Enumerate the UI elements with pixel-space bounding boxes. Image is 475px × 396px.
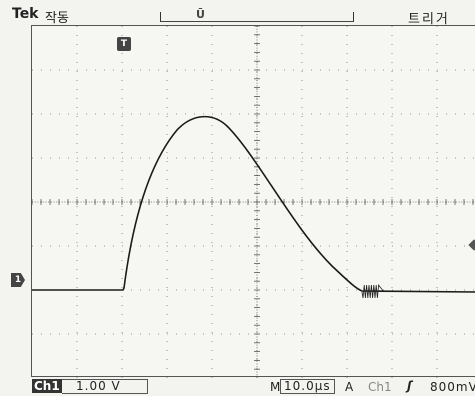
trigger-source-readout[interactable]: Ch1 — [368, 380, 392, 394]
ch1-waveform-trace — [32, 115, 475, 293]
graticule-grid — [32, 26, 475, 378]
rising-edge-icon: ʃ — [407, 379, 412, 393]
trigger-position-marker[interactable]: T — [117, 37, 131, 51]
timebase-label: M — [270, 380, 282, 394]
trigger-mode-label: A — [345, 380, 354, 394]
record-position-marker: Ū — [196, 8, 205, 21]
time-per-div-readout[interactable]: 10.0μs — [280, 379, 335, 394]
acquisition-mode-label: 작동 — [45, 11, 69, 26]
volts-per-div-readout[interactable]: 1.00 V — [62, 379, 148, 394]
channel-indicator[interactable]: Ch1 — [32, 379, 62, 393]
trigger-level-readout[interactable]: 800mV — [430, 380, 475, 394]
record-view-bar: Ū — [160, 8, 354, 22]
graticule-and-waveform — [32, 26, 475, 378]
ch1-trace-noise — [361, 283, 385, 299]
trigger-status-label: 트리거 — [408, 12, 450, 27]
ch1-ground-marker[interactable]: 1 — [11, 273, 25, 287]
bottom-status-bar: Ch1 1.00 V M 10.0μs A Ch1 ʃ 800mV — [0, 378, 475, 396]
top-status-bar: Tek 작동 Ū 트리거 — [0, 0, 475, 27]
brand-label: Tek — [12, 6, 39, 22]
waveform-display[interactable] — [31, 25, 475, 378]
